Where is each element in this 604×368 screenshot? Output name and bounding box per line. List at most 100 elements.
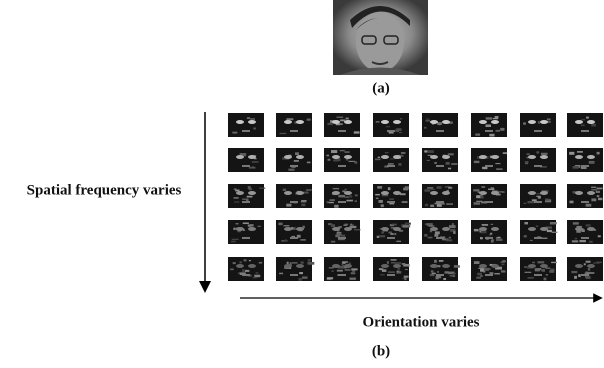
tile-texture [491,224,493,225]
tile-texture [346,118,349,120]
tile-texture [342,262,345,264]
tile-eye [540,120,548,124]
tile-mouth [242,130,250,132]
tile-texture [331,224,335,227]
tile-texture [388,187,391,190]
gabor-tile [373,220,411,244]
tile-eye [587,264,595,268]
tile-texture [287,262,289,264]
tile-texture [431,189,436,190]
tile-texture [450,275,455,276]
tile-mouth [485,237,493,239]
tile-texture [446,162,450,165]
tile-eye [284,191,292,195]
tile-texture [538,121,540,124]
tile-texture [537,261,544,263]
tile-texture [474,161,480,163]
tile-texture [503,152,507,154]
tile-texture [398,163,401,165]
tile-texture [425,204,428,207]
gabor-tile [422,257,460,281]
tile-texture [480,237,483,239]
tile-texture [437,186,442,189]
tile-eye [479,227,487,231]
tile-eye [575,191,583,195]
tile-texture [333,188,339,189]
tile-texture [326,201,328,203]
tile-texture [437,271,439,272]
tile-texture [346,159,348,160]
tile-texture [439,260,443,262]
gabor-tile [422,148,458,172]
tile-mouth [387,165,395,167]
tile-texture [349,195,352,197]
tile-texture [489,272,493,274]
tile-texture [253,277,257,278]
tile-texture [379,235,385,237]
tile-bg [520,113,556,137]
tile-texture [444,271,448,273]
tile-texture [329,267,334,268]
tile-texture [249,167,256,169]
tile-eye [528,264,536,268]
tile-texture [451,163,457,165]
gabor-tile [276,257,314,281]
tile-texture [489,134,494,137]
tile-texture [379,268,382,270]
tile-eye [381,155,389,159]
tile-eye [296,227,304,231]
tile-texture [437,122,442,125]
tile-texture [426,119,430,120]
tile-texture [301,204,305,207]
tile-texture [400,118,402,119]
tile-eye [381,191,389,195]
tile-mouth [581,201,589,203]
gabor-tile [520,148,556,172]
tile-texture [395,262,401,264]
tile-texture [288,169,294,171]
tile-texture [428,237,433,239]
gabor-tile [422,113,458,137]
tile-texture [496,239,502,241]
tile-mouth [290,274,298,276]
tile-texture [525,161,529,163]
tile-texture [354,229,361,230]
tile-texture [435,231,440,234]
tile-texture [248,186,251,189]
tile-texture [424,127,426,129]
tile-texture [308,259,311,261]
tile-texture [338,226,342,227]
tile-eye [491,227,499,231]
tile-texture [233,197,238,199]
tile-eye [575,120,583,124]
tile-mouth [387,130,395,132]
tile-texture [247,196,253,198]
tile-eye [284,120,292,124]
tile-texture [278,223,282,226]
gabor-tile [471,220,507,244]
tile-texture [385,152,389,153]
tile-texture [448,153,454,155]
gabor-tile [567,220,603,244]
tile-texture [331,241,335,243]
tile-mouth [338,274,346,276]
tile-texture [334,159,339,161]
tile-eye [248,264,256,268]
tile-eye [491,120,499,124]
tile-eye [479,120,487,124]
tile-texture [496,168,502,169]
tile-texture [242,198,248,199]
tile-mouth [242,201,250,203]
tile-texture [477,273,482,276]
tile-texture [390,158,395,159]
tile-eye [430,191,438,195]
tile-texture [388,271,395,273]
tile-mouth [290,165,298,167]
tile-texture [243,222,249,224]
tile-texture [480,196,483,199]
tile-texture [301,261,304,263]
tile-texture [550,269,554,271]
tile-texture [589,161,595,164]
tile-texture [431,270,434,272]
tile-eye [575,227,583,231]
